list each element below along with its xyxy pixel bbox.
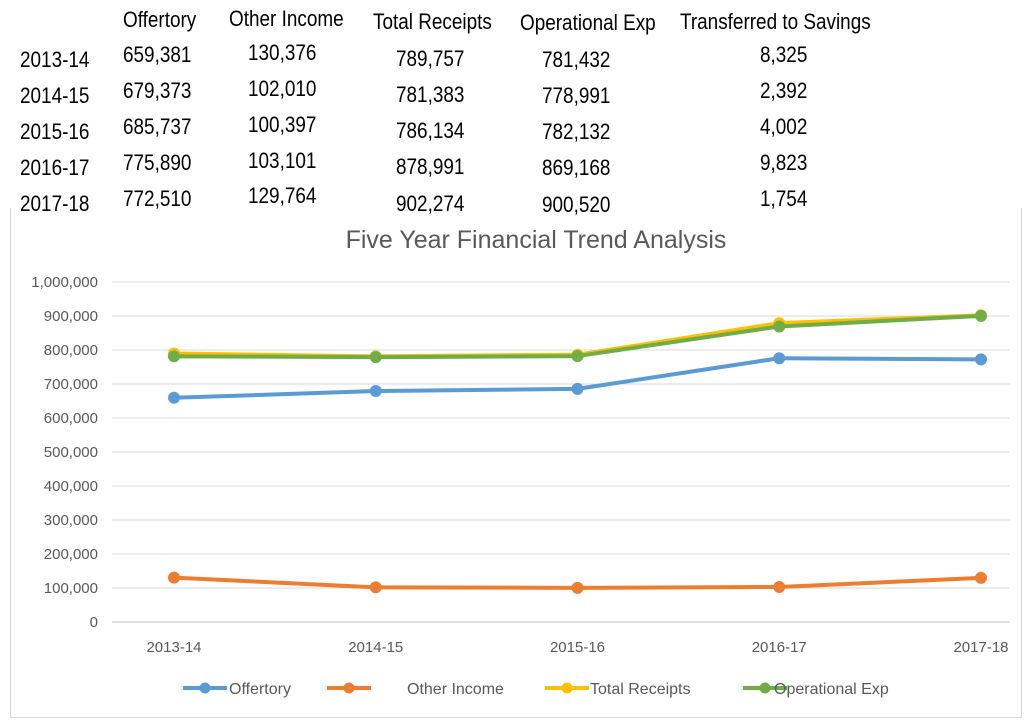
table-row-label: 2017-18 — [20, 191, 90, 216]
table-cell: 902,274 — [396, 191, 465, 216]
legend-item: Other Income — [327, 681, 504, 698]
table-cell: 900,520 — [542, 192, 611, 217]
data-point — [168, 571, 180, 584]
table-cell: 130,376 — [248, 40, 317, 65]
x-tick-label: 2015-16 — [550, 639, 605, 656]
legend-swatch-marker — [561, 682, 573, 694]
x-tick-label: 2017-18 — [953, 639, 1008, 656]
y-tick-label: 700,000 — [44, 376, 98, 393]
table-cell: 102,010 — [248, 76, 317, 101]
table-cell: 4,002 — [760, 114, 808, 139]
table-header: Other Income — [229, 6, 344, 31]
table-cell: 685,737 — [123, 114, 192, 139]
data-point — [168, 350, 180, 363]
data-point — [168, 391, 180, 404]
legend-swatch-marker — [759, 682, 771, 694]
table-cell: 781,432 — [542, 47, 611, 72]
data-point — [369, 385, 382, 398]
table-cell: 659,381 — [123, 42, 192, 67]
table-row-label: 2016-17 — [20, 155, 90, 180]
table-header: Offertory — [123, 7, 197, 32]
table-cell: 786,134 — [396, 118, 465, 143]
table-cell: 782,132 — [542, 119, 611, 144]
table-cell: 103,101 — [248, 148, 317, 173]
y-tick-label: 300,000 — [44, 512, 98, 529]
y-tick-label: 900,000 — [44, 308, 98, 325]
data-point — [369, 581, 382, 594]
x-tick-label: 2014-15 — [348, 639, 403, 656]
legend-item: Operational Exp — [743, 681, 889, 698]
y-tick-label: 200,000 — [44, 546, 98, 563]
data-point — [975, 571, 987, 584]
y-tick-label: 600,000 — [44, 410, 98, 427]
x-tick-label: 2013-14 — [146, 639, 201, 656]
table-cell: 1,754 — [760, 186, 808, 211]
table-cell: 789,757 — [396, 46, 465, 71]
table-row-label: 2014-15 — [20, 83, 90, 108]
data-point — [571, 382, 584, 395]
table-header: Transferred to Savings — [680, 9, 871, 34]
legend-label: Operational Exp — [774, 681, 889, 698]
table-cell: 129,764 — [248, 183, 317, 208]
legend-label: Total Receipts — [590, 681, 691, 698]
table-cell: 679,373 — [123, 78, 192, 103]
legend-label: Other Income — [407, 681, 504, 698]
table-header: Total Receipts — [373, 9, 492, 34]
data-point — [773, 352, 786, 365]
table-row-label: 2015-16 — [20, 119, 90, 144]
y-tick-label: 800,000 — [44, 342, 98, 359]
legend-item: Total Receipts — [545, 681, 691, 698]
y-tick-label: 0 — [90, 614, 98, 631]
data-point — [369, 351, 382, 364]
data-point — [571, 350, 584, 363]
y-tick-label: 1,000,000 — [31, 274, 98, 291]
legend-swatch-marker — [199, 682, 211, 694]
y-tick-label: 500,000 — [44, 444, 98, 461]
legend-label: Offertory — [229, 681, 291, 698]
table-cell: 869,168 — [542, 155, 611, 180]
y-tick-label: 400,000 — [44, 478, 98, 495]
legend-item: Offertory — [183, 681, 291, 698]
table-cell: 9,823 — [760, 150, 808, 175]
table-cell: 772,510 — [123, 186, 192, 211]
table-row-label: 2013-14 — [20, 47, 90, 72]
table-header: Operational Exp — [520, 10, 656, 35]
y-tick-label: 100,000 — [44, 580, 98, 597]
series-offertory — [168, 352, 987, 404]
legend-swatch-marker — [343, 682, 355, 694]
table-cell: 8,325 — [760, 42, 808, 67]
table-cell: 775,890 — [123, 150, 192, 175]
table-cell: 878,991 — [396, 154, 465, 179]
table-cell: 781,383 — [396, 82, 465, 107]
x-tick-label: 2016-17 — [752, 639, 807, 656]
data-point — [571, 581, 584, 594]
data-point — [773, 320, 786, 333]
data-point — [773, 580, 786, 593]
data-point — [975, 309, 987, 322]
chart-title: Five Year Financial Trend Analysis — [346, 226, 727, 254]
table-cell: 2,392 — [760, 78, 808, 103]
series-operational-exp — [168, 309, 987, 364]
table-cell: 778,991 — [542, 83, 611, 108]
series-other-income — [168, 571, 987, 594]
data-point — [975, 353, 987, 366]
chart-area — [10, 208, 1022, 718]
table-cell: 100,397 — [248, 112, 317, 137]
